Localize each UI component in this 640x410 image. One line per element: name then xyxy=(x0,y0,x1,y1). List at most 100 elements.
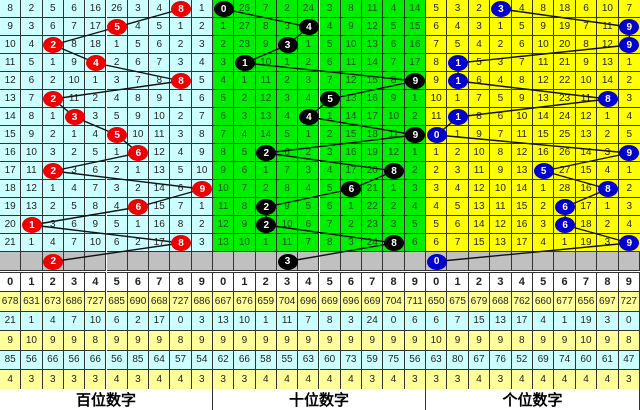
grid-cell: 4 xyxy=(597,162,619,180)
stat-cell: 686 xyxy=(63,292,86,312)
grid-cell: 12 xyxy=(490,216,512,234)
stat-cell: 8 xyxy=(319,311,341,331)
stat-cell: 56 xyxy=(404,350,426,370)
grid-cell: 2 xyxy=(618,180,640,198)
digit-header: 7 xyxy=(149,272,171,292)
grid-cell: 28 xyxy=(554,180,576,198)
grid-cell: 27 xyxy=(234,18,256,36)
prediction-cell xyxy=(149,252,171,271)
grid-cell: 7 xyxy=(234,180,256,198)
stat-cell: 704 xyxy=(276,292,299,312)
predicted-ball: 2 xyxy=(43,253,64,270)
grid-cell: 3 xyxy=(234,108,256,126)
stat-cell: 61 xyxy=(597,350,619,370)
grid-cell: 12 xyxy=(511,144,533,162)
grid-cell: 8 xyxy=(575,36,598,54)
stat-cell: 17 xyxy=(511,311,533,331)
grid-cell: 10 xyxy=(63,72,86,90)
grid-cell: 11 xyxy=(426,108,448,126)
stat-cell: 66 xyxy=(234,350,256,370)
stat-cell: 9 xyxy=(490,331,512,351)
stat-cell: 9 xyxy=(191,331,213,351)
grid-cell: 2 xyxy=(255,180,277,198)
stat-cell: 64 xyxy=(149,350,171,370)
stat-cell: 676 xyxy=(234,292,256,312)
grid-cell: 23 xyxy=(554,90,576,108)
grid-cell: 12 xyxy=(21,180,43,198)
predicted-ball: 3 xyxy=(277,253,298,270)
grid-cell: 3 xyxy=(170,126,192,144)
grid-cell: 9 xyxy=(575,54,598,72)
grid-cell: 16 xyxy=(340,144,363,162)
grid-cell: 13 xyxy=(533,90,555,108)
grid-cell: 3 xyxy=(468,18,491,36)
grid-cell: 11 xyxy=(21,162,43,180)
draw-ball: 1 xyxy=(448,55,469,71)
grid-cell: 5 xyxy=(511,18,533,36)
grid-cell: 1 xyxy=(618,162,640,180)
grid-cell: 11 xyxy=(468,162,491,180)
stat-cell: 10 xyxy=(234,311,256,331)
grid-cell: 2 xyxy=(340,216,363,234)
grid-cell: 1 xyxy=(255,234,277,252)
stat-cell: 9 xyxy=(255,331,277,351)
grid-cell: 5 xyxy=(170,162,192,180)
grid-cell: 3 xyxy=(106,72,128,90)
grid-cell: 9 xyxy=(340,18,363,36)
grid-cell: 2 xyxy=(106,162,128,180)
grid-cell: 26 xyxy=(234,0,256,18)
grid-cell: 4 xyxy=(170,144,192,162)
stat-cell: 6 xyxy=(106,311,128,331)
grid-cell: 28 xyxy=(234,36,256,54)
stat-cell: 56 xyxy=(21,350,43,370)
stat-cell: 762 xyxy=(511,292,533,312)
grid-cell: 3 xyxy=(404,180,426,198)
grid-cell: 8 xyxy=(340,0,363,18)
grid-cell: 1 xyxy=(42,108,64,126)
grid-cell: 5 xyxy=(383,18,405,36)
grid-cell: 6 xyxy=(426,234,448,252)
grid-cell: 6 xyxy=(63,216,86,234)
stat-cell: 4 xyxy=(383,370,405,390)
grid-cell: 11 xyxy=(340,54,363,72)
grid-cell: 6 xyxy=(213,108,235,126)
grid-cell: 3 xyxy=(127,0,150,18)
stat-cell: 659 xyxy=(255,292,277,312)
grid-cell: 19 xyxy=(362,144,384,162)
grid-cell: 9 xyxy=(276,198,299,216)
grid-cell: 3 xyxy=(319,0,341,18)
grid-cell: 7 xyxy=(63,18,86,36)
stat-cell: 7 xyxy=(63,311,86,331)
grid-cell: 2 xyxy=(234,90,256,108)
draw-ball: 6 xyxy=(555,217,576,233)
grid-cell: 1 xyxy=(255,162,277,180)
grid-cell: 2 xyxy=(42,126,64,144)
grid-cell: 8 xyxy=(255,18,277,36)
grid-cell: 10 xyxy=(85,234,107,252)
grid-cell: 2 xyxy=(170,108,192,126)
stat-cell: 58 xyxy=(255,350,277,370)
grid-cell: 1 xyxy=(106,144,128,162)
grid-cell: 10 xyxy=(340,36,363,54)
grid-cell: 6 xyxy=(85,162,107,180)
grid-cell: 13 xyxy=(575,126,598,144)
stat-cell: 667 xyxy=(213,292,235,312)
stat-cell: 727 xyxy=(618,292,640,312)
stat-cell: 3 xyxy=(127,370,150,390)
stat-cell: 19 xyxy=(575,311,598,331)
grid-cell: 9 xyxy=(426,72,448,90)
stat-cell: 9 xyxy=(276,331,299,351)
stat-cell: 60 xyxy=(575,350,598,370)
grid-cell: 3 xyxy=(42,144,64,162)
grid-cell: 22 xyxy=(554,72,576,90)
stat-cell: 679 xyxy=(468,292,491,312)
grid-cell: 2 xyxy=(42,198,64,216)
grid-cell: 12 xyxy=(533,72,555,90)
grid-cell: 9 xyxy=(213,162,235,180)
grid-cell: 13 xyxy=(340,90,363,108)
grid-cell: 6 xyxy=(106,234,128,252)
stat-cell: 650 xyxy=(426,292,448,312)
grid-cell: 14 xyxy=(533,108,555,126)
grid-cell: 9 xyxy=(191,144,213,162)
draw-ball: 5 xyxy=(107,19,128,35)
